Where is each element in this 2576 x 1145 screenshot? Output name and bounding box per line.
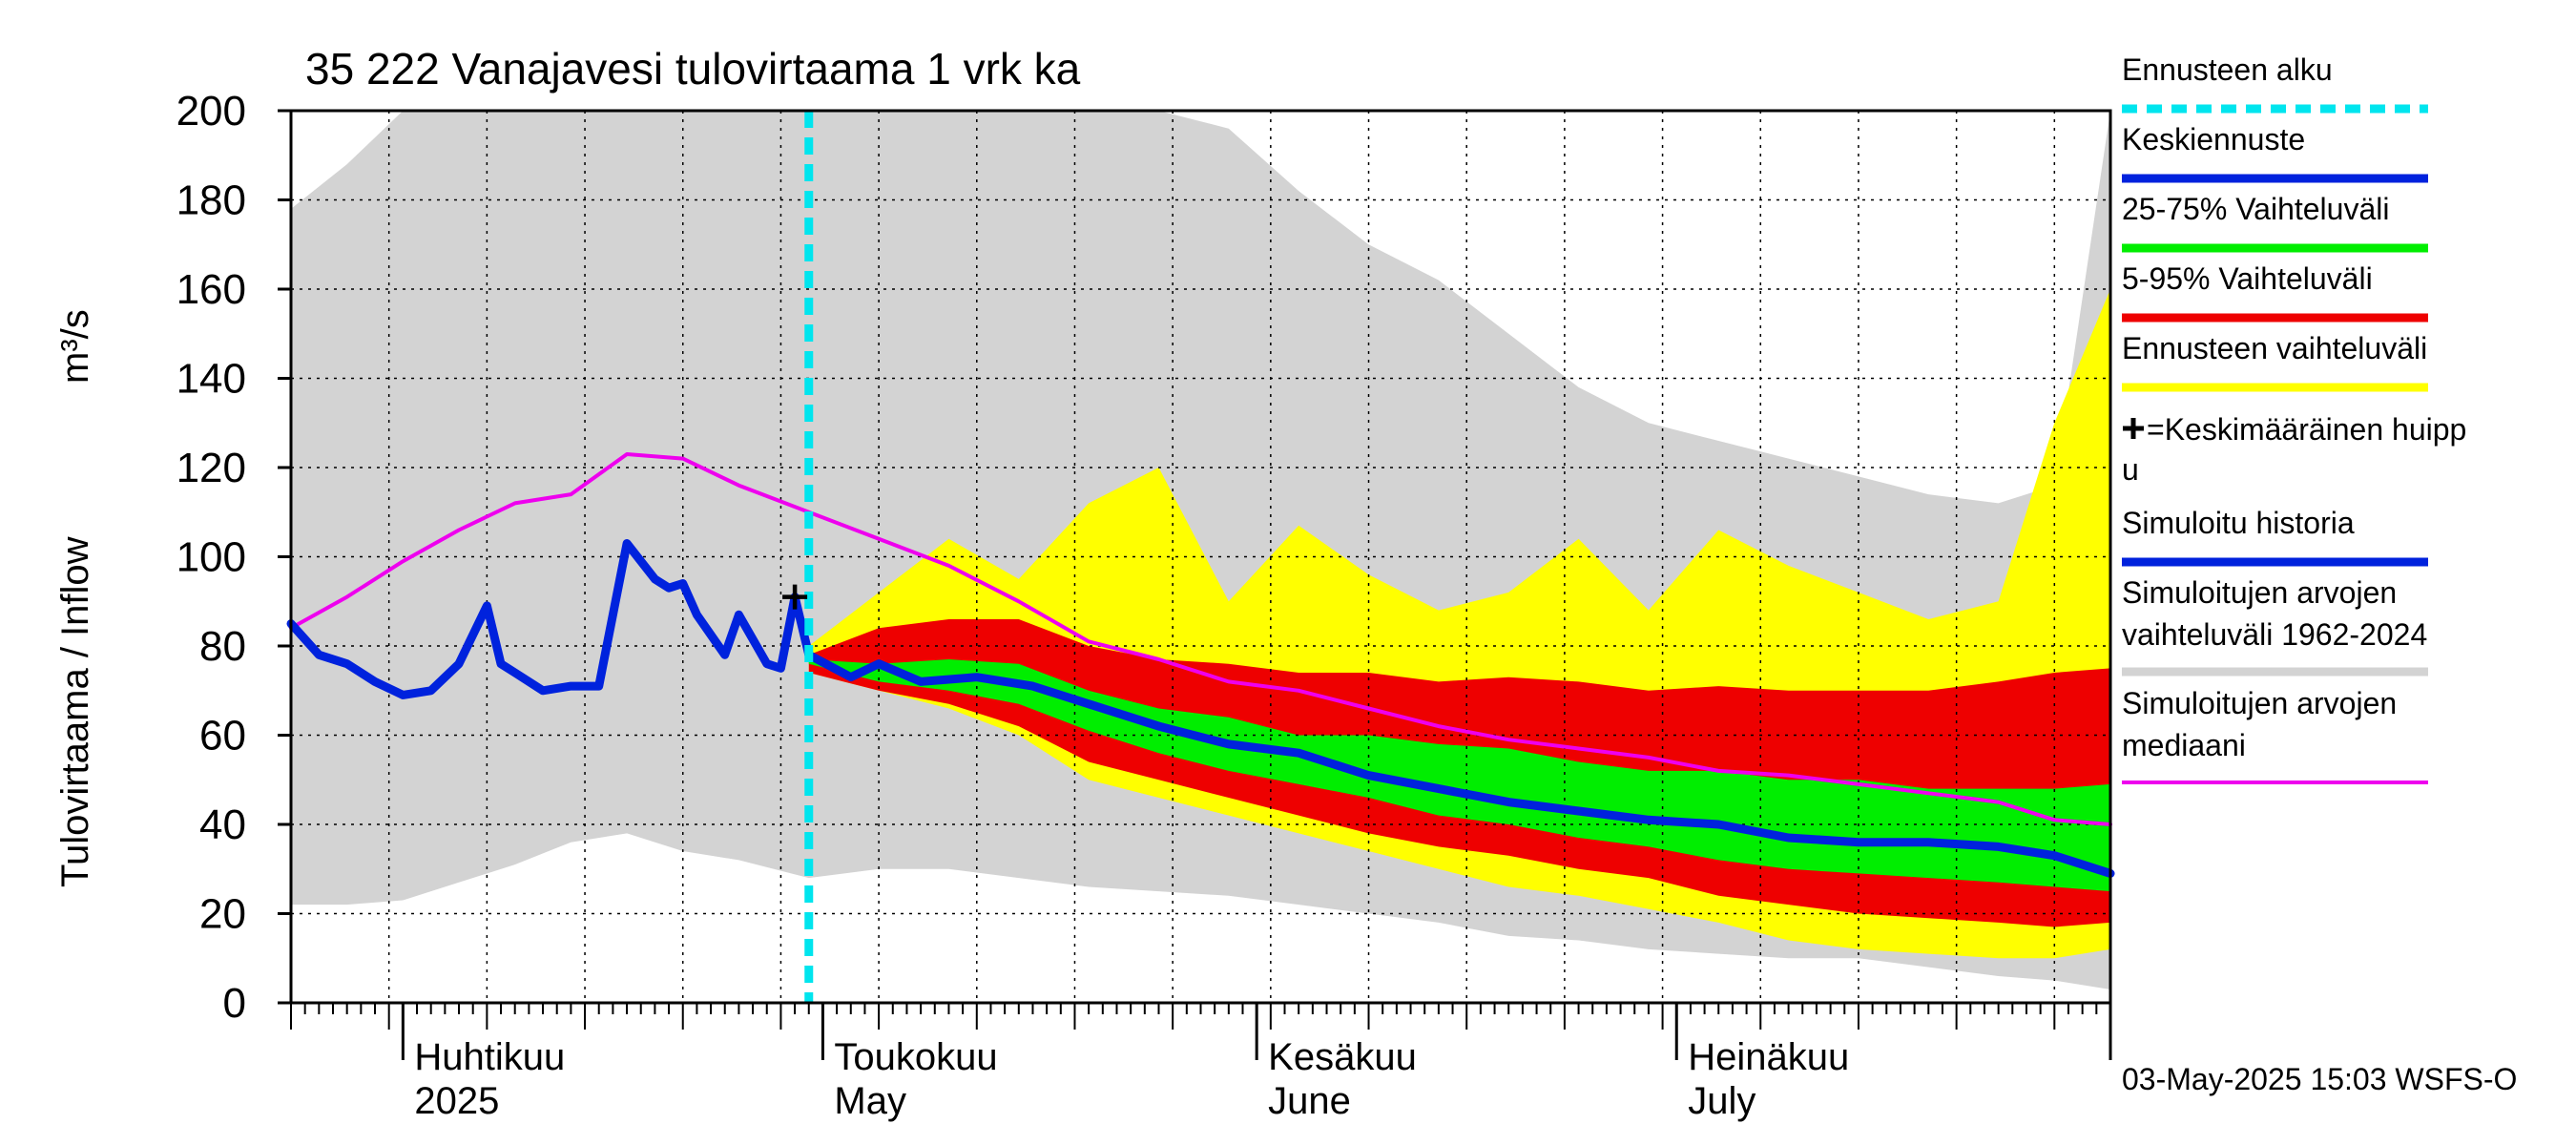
y-tick-label-180: 180 [177, 177, 246, 224]
y-tick-label-80: 80 [199, 623, 246, 670]
x-month-label-fi: Kesäkuu [1268, 1036, 1417, 1078]
legend-label: Simuloitujen arvojen [2122, 686, 2397, 720]
y-tick-label-100: 100 [177, 534, 246, 581]
grid [291, 111, 2110, 1003]
y-axis-unit: m³/s [54, 309, 96, 384]
y-tick-label-120: 120 [177, 445, 246, 491]
legend-label: Simuloitu historia [2122, 506, 2355, 540]
x-month-label-en: June [1268, 1080, 1351, 1122]
y-tick-label-160: 160 [177, 266, 246, 313]
y-tick-label-40: 40 [199, 802, 246, 848]
y-tick-label-200: 200 [177, 88, 246, 135]
line-simuloitu-historia [286, 539, 814, 699]
y-axis-label: Tulovirtaama / Inflow [54, 536, 96, 887]
y-tick-label-0: 0 [223, 980, 246, 1027]
line-simuloitujen-arvojen-mediaani [289, 452, 2112, 826]
plot-area [286, 109, 2115, 1005]
legend-label: Keskiennuste [2122, 122, 2305, 156]
x-month-label-fi: Toukokuu [834, 1036, 997, 1078]
legend: Ennusteen alku Keskiennuste 25-75% Vaihtel… [2122, 52, 2466, 784]
legend-label: 5-95% Vaihteluväli [2122, 261, 2373, 296]
legend-label: 25-75% Vaihteluväli [2122, 192, 2389, 226]
timestamp: 03-May-2025 15:03 WSFS-O [2122, 1062, 2517, 1096]
mean-peak-marker [782, 584, 808, 610]
legend-label-cont: u [2122, 452, 2139, 487]
legend-label: Ennusteen vaihteluväli [2122, 331, 2427, 365]
x-month-label-en: May [834, 1080, 906, 1122]
series-bands [291, 111, 2110, 989]
y-tick-label-60: 60 [199, 713, 246, 760]
x-month-label-en: July [1688, 1080, 1755, 1122]
series-lines [286, 111, 2115, 1003]
x-month-label-en: 2025 [414, 1080, 499, 1122]
y-tick-label-20: 20 [199, 891, 246, 938]
y-axis: 0 20 40 60 80 100 120 140 160 180 200 [177, 88, 291, 1027]
legend-label: Ennusteen alku [2122, 52, 2333, 87]
legend-label-cont: vaihteluväli 1962-2024 [2122, 617, 2427, 652]
chart-title: 35 222 Vanajavesi tulovirtaama 1 vrk ka [305, 44, 1081, 94]
legend-marker-plus [2123, 418, 2144, 439]
legend-label: Simuloitujen arvojen [2122, 575, 2397, 610]
line-keskiennuste [804, 650, 2115, 878]
legend-label-cont: mediaani [2122, 728, 2246, 762]
x-month-label-fi: Heinäkuu [1688, 1036, 1849, 1078]
x-month-label-fi: Huhtikuu [414, 1036, 565, 1078]
legend-label: =Keskimääräinen huipp [2147, 412, 2466, 447]
y-tick-label-140: 140 [177, 356, 246, 403]
